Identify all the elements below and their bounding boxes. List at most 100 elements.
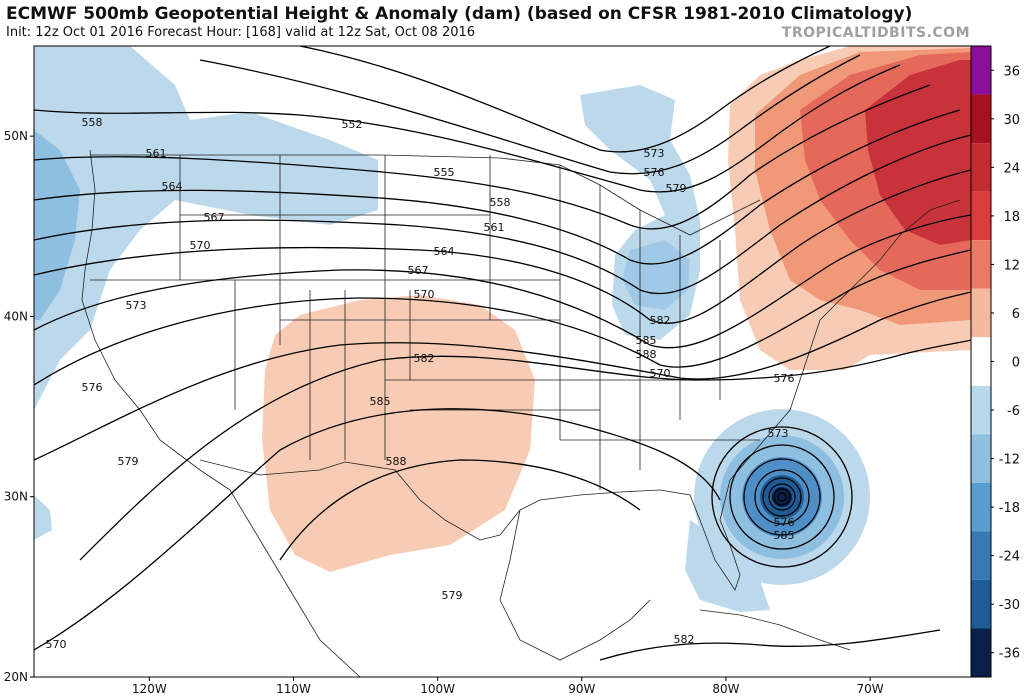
contour-label: 579 [666, 182, 687, 195]
contour-label: 576 [774, 516, 795, 529]
contour-555 [199, 54, 861, 175]
colorbar-band [971, 385, 991, 435]
contour-label: 567 [408, 264, 429, 277]
contour-labels: 5585615645675705735765795825855885525555… [46, 116, 795, 651]
chart-title: ECMWF 500mb Geopotential Height & Anomal… [6, 4, 913, 24]
political-borders [81, 149, 961, 677]
colorbar-band [971, 240, 991, 289]
colorbar-label: 36 [1003, 64, 1020, 79]
colorbar-band [971, 531, 991, 580]
colorbar-label: -18 [999, 501, 1020, 516]
lon-label: 90W [568, 682, 595, 696]
hurricane-contour-6 [768, 483, 796, 511]
lon-label: 100W [420, 682, 455, 696]
contour-label: 570 [414, 288, 435, 301]
contour-561 [34, 84, 931, 230]
contour-label: 576 [82, 381, 103, 394]
colorbar-band [971, 143, 991, 192]
pacific-coastline [81, 149, 231, 491]
chart-subtitle: Init: 12z Oct 01 2016 Forecast Hour: [16… [6, 25, 476, 40]
contour-label: 576 [774, 372, 795, 385]
contour-label: 552 [342, 118, 363, 131]
lat-label: 40N [4, 309, 28, 323]
colorbar-label: 0 [1012, 356, 1020, 371]
contour-567 [34, 134, 971, 295]
us-mexico-border [199, 459, 521, 541]
contour-label: 579 [118, 455, 139, 468]
anomaly-shading [34, 46, 971, 612]
contour-label: 564 [162, 180, 183, 193]
hurricane-contour-3 [743, 458, 821, 536]
contour-label: 582 [674, 633, 695, 646]
colorbar-band [971, 288, 991, 338]
contour-570 [34, 169, 971, 324]
hurricane-contour-7 [773, 488, 791, 506]
colorbar-band [971, 94, 991, 144]
contour-label: 576 [644, 166, 665, 179]
hurricane-contour-2 [729, 444, 835, 550]
chart-header: ECMWF 500mb Geopotential Height & Anomal… [0, 0, 1024, 46]
colorbar-label: -6 [1007, 404, 1020, 419]
cuba-outline [699, 609, 851, 651]
contour-573 [34, 214, 971, 349]
lon-label: 110W [276, 682, 311, 696]
contour-label: 570 [190, 239, 211, 252]
contour-552 [299, 46, 831, 153]
anomaly-negative-hurricane-eye [772, 487, 792, 507]
contour-label: 567 [204, 211, 225, 224]
contour-label: 573 [644, 147, 665, 160]
colorbar-label: 18 [1003, 210, 1020, 225]
colorbar: 36 30 24 18 12 6 0 -6 -12 -18 -24 -30 -36 [970, 45, 1020, 678]
colorbar-band [971, 579, 991, 629]
contour-label: 573 [126, 299, 147, 312]
contour-585 [34, 408, 721, 651]
contour-label: 558 [82, 116, 103, 129]
latitude-labels: 50N 40N 30N 20N [4, 129, 34, 684]
hurricane-contour-1 [711, 426, 853, 568]
contour-label: 588 [636, 348, 657, 361]
contour-label: 558 [490, 196, 511, 209]
colorbar-label: 6 [1012, 307, 1020, 322]
gulf-coast [519, 349, 811, 591]
mexico-gulf-coast [499, 509, 651, 661]
lon-label: 80W [712, 682, 739, 696]
contour-label: 585 [774, 529, 795, 542]
colorbar-label: -12 [999, 453, 1020, 468]
contour-576 [34, 249, 971, 386]
colorbar-band [971, 191, 991, 241]
lat-label: 50N [4, 129, 28, 143]
colorbar-label: 30 [1003, 113, 1020, 128]
lat-label: 30N [4, 490, 28, 504]
colorbar-label: -30 [999, 598, 1020, 613]
contour-label: 564 [434, 245, 455, 258]
lon-label: 70W [857, 682, 884, 696]
colorbar-band [971, 482, 991, 532]
contour-558 [34, 64, 901, 193]
anomaly-negative-great-lakes-core [622, 240, 690, 310]
hurricane-contour-8 [777, 492, 787, 502]
lat-label: 20N [4, 670, 28, 684]
contour-label: 588 [386, 455, 407, 468]
anomaly-negative-gulf-alaska [34, 495, 52, 540]
state-lines-horizontal [90, 214, 760, 441]
colorbar-label: -24 [999, 550, 1020, 565]
contour-label: 570 [46, 638, 67, 651]
contour-564 [34, 109, 961, 265]
contour-label: 582 [650, 314, 671, 327]
atlantic-coast [809, 199, 961, 351]
contour-label: 585 [370, 395, 391, 408]
colorbar-label: -36 [999, 647, 1020, 662]
anomaly-positive-southern-plains [262, 295, 535, 572]
contour-585-south [599, 629, 941, 661]
contour-label: 582 [414, 352, 435, 365]
colorbar-band [971, 434, 991, 483]
colorbar-band [971, 628, 991, 677]
lon-label: 120W [132, 682, 167, 696]
contour-label: 573 [768, 427, 789, 440]
contour-label: 579 [442, 589, 463, 602]
anomaly-negative-florida-tail [685, 520, 770, 612]
contour-label: 585 [636, 334, 657, 347]
state-lines-west [179, 155, 411, 460]
contour-label: 555 [434, 166, 455, 179]
